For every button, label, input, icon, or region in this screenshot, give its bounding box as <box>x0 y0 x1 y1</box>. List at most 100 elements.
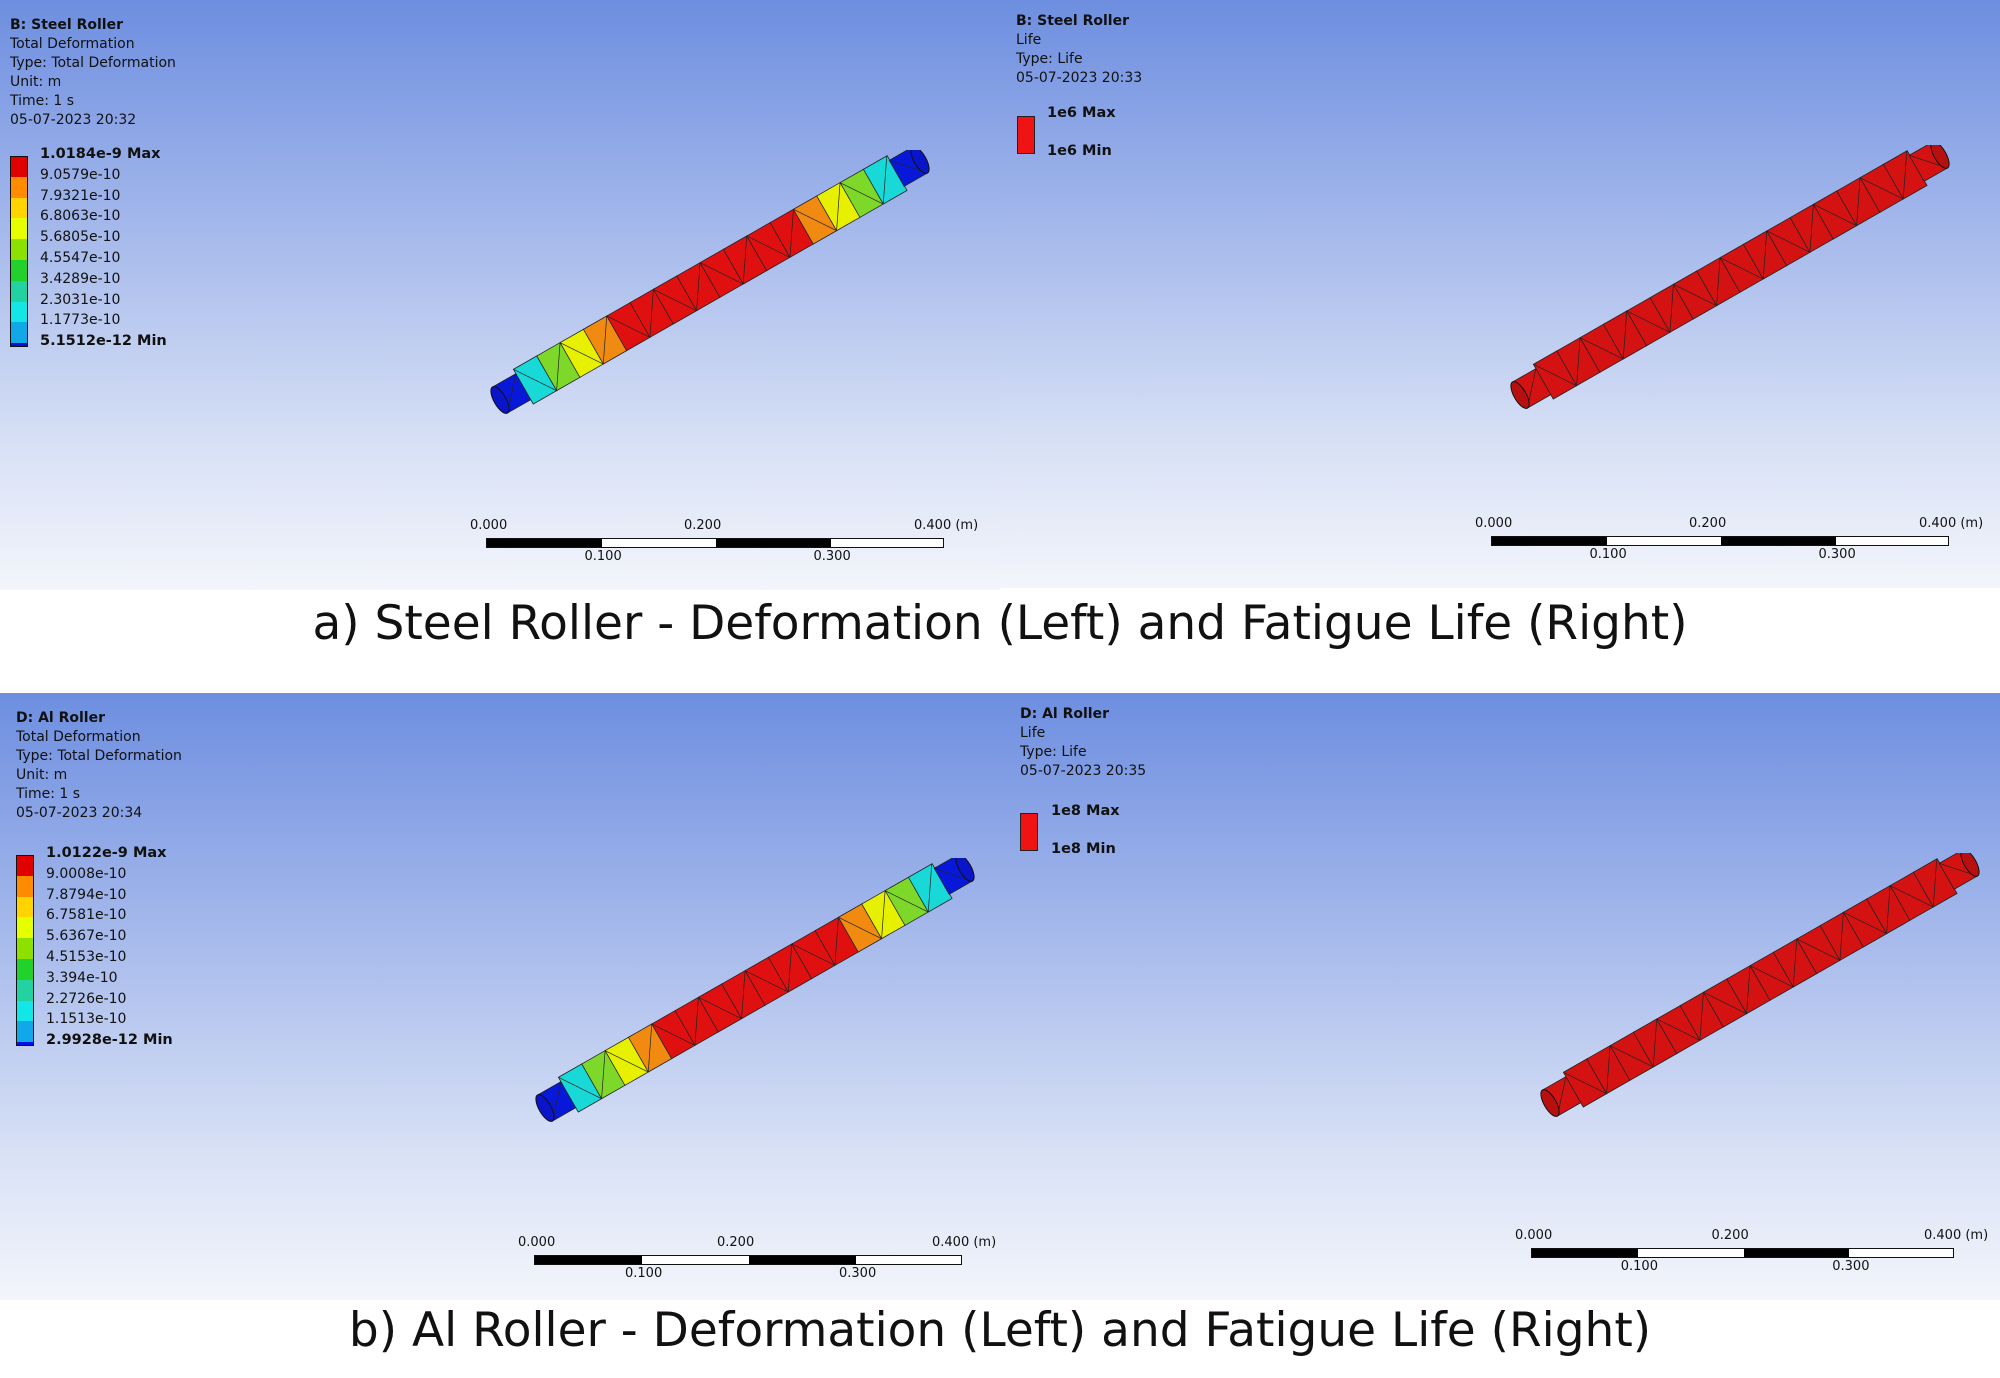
mesh-edge <box>1669 284 1674 333</box>
legend-label: 2.9928e-12 Min <box>46 1032 173 1049</box>
legend-label: 7.8794e-10 <box>46 886 127 903</box>
scale-tick-label: 0.300 <box>1832 1259 1870 1274</box>
legend-max-label: 1e8 Max <box>1051 803 1120 819</box>
legend-swatch <box>16 896 34 918</box>
legend-swatch <box>16 1042 34 1047</box>
mesh-edge <box>696 262 701 311</box>
mesh-edge <box>602 315 608 365</box>
scale-bar: 0.000 0.200 0.400 (m) 0.100 0.300 <box>1515 1228 2000 1278</box>
result-title: D: Al Roller <box>16 710 105 726</box>
legend-min-label: 1e6 Min <box>1047 143 1112 159</box>
mesh-edge <box>791 943 836 966</box>
scale-tick-label: 0.200 <box>1711 1228 1749 1243</box>
mesh-edge <box>1889 885 1934 908</box>
mesh-edge <box>1902 150 1908 200</box>
scale-segment <box>749 1256 856 1264</box>
scale-tick-label: 0.300 <box>1818 547 1856 562</box>
legend-label: 1.0122e-9 Max <box>46 845 167 861</box>
mesh-edge <box>1809 204 1814 253</box>
mesh-edge <box>1932 858 1938 908</box>
legend-swatch <box>10 239 28 260</box>
mesh-edge <box>742 235 748 285</box>
shaft-end-right <box>1960 853 1980 877</box>
result-info-line: Type: Total Deformation <box>10 55 176 71</box>
mesh-edge <box>1563 1071 1607 1095</box>
legend-label: 5.1512e-12 Min <box>40 333 167 350</box>
roller-shaft-model[interactable] <box>525 858 985 1148</box>
mesh-edge <box>647 1023 653 1073</box>
al-deformation-viewport: D: Al Roller Total Deformation Type: Tot… <box>0 693 1010 1300</box>
legend-swatch <box>16 938 34 959</box>
legend-swatch <box>10 197 28 219</box>
mesh-edge <box>1839 912 1844 961</box>
mesh-edge <box>1859 177 1904 200</box>
caption-al: b) Al Roller - Deformation (Left) and Fa… <box>348 1303 1652 1358</box>
mesh-edge <box>653 288 697 312</box>
legend-swatch <box>16 875 34 897</box>
scale-bar-graphic <box>1491 536 1949 546</box>
scale-tick-label: 0.300 <box>839 1266 877 1281</box>
legend-swatch <box>10 218 28 240</box>
mesh-edge <box>1762 230 1768 280</box>
shaft-end-left <box>535 1094 555 1122</box>
mesh-edge <box>1533 363 1577 387</box>
legend-label: 9.0008e-10 <box>46 865 127 882</box>
legend-label: 2.2726e-10 <box>46 990 127 1007</box>
scale-tick-label: 0.000 <box>1475 516 1513 531</box>
scale-bar-graphic <box>534 1255 962 1265</box>
mesh-edge <box>1716 257 1721 306</box>
life-legend-swatch <box>1020 813 1038 851</box>
mesh-edge <box>1576 337 1581 386</box>
scale-segment <box>1721 537 1836 545</box>
scale-segment <box>716 539 831 547</box>
scale-tick-label: 0.300 <box>813 549 851 564</box>
shaft-end-right <box>910 150 930 174</box>
scale-tick-label: 0.100 <box>1620 1259 1658 1274</box>
steel-life-viewport: B: Steel Roller Life Type: Life 05-07-20… <box>1000 0 2000 588</box>
scale-segment <box>487 539 602 547</box>
mesh-edge <box>1886 885 1891 934</box>
mesh-edge <box>649 289 654 338</box>
mesh-edge <box>839 182 884 205</box>
legend-label: 6.8063e-10 <box>40 208 121 225</box>
roller-shaft-model[interactable] <box>1530 853 1990 1143</box>
result-title: B: Steel Roller <box>10 17 123 33</box>
mesh-edge <box>838 916 882 940</box>
result-info-line: 05-07-2023 20:35 <box>1020 763 1147 779</box>
mesh-edge <box>651 1023 696 1046</box>
scale-tick-label: 0.400 (m) <box>1919 516 1984 531</box>
scale-bar: 0.000 0.200 0.400 (m) 0.100 0.300 <box>1475 516 1995 566</box>
legend-label: 4.5547e-10 <box>40 249 121 266</box>
legend-swatch <box>16 958 34 980</box>
legend-min-label: 1e8 Min <box>1051 841 1116 857</box>
legend-swatch <box>16 1000 34 1022</box>
steel-deformation-viewport: B: Steel Roller Total Deformation Type: … <box>0 0 1000 590</box>
scale-bar-graphic <box>486 538 944 548</box>
result-info-line: 05-07-2023 20:34 <box>16 805 143 821</box>
legend-label: 1.1773e-10 <box>40 312 121 329</box>
mesh-edge <box>604 1050 649 1073</box>
legend-label: 5.6367e-10 <box>46 928 127 945</box>
mesh-edge <box>746 235 791 258</box>
mesh-edge <box>1609 1045 1654 1068</box>
mesh-edge <box>744 970 789 993</box>
shaft-body <box>1540 853 1980 1117</box>
result-info: D: Al Roller Total Deformation Type: Tot… <box>16 709 182 823</box>
scale-segment <box>535 1256 642 1264</box>
shaft-end-right <box>1930 145 1950 169</box>
shaft-body <box>490 150 930 414</box>
legend-swatch <box>10 322 28 344</box>
scale-segment <box>1492 537 1607 545</box>
mesh-edge <box>1843 911 1887 935</box>
scale-tick-label: 0.100 <box>625 1266 663 1281</box>
roller-shaft-model[interactable] <box>480 150 940 440</box>
shaft-end-right <box>955 858 975 882</box>
shaft-end-left <box>1540 1089 1560 1117</box>
result-info-line: Time: 1 s <box>10 93 75 109</box>
roller-shaft-model[interactable] <box>1500 145 1960 435</box>
legend-swatch <box>16 855 34 876</box>
mesh-edge <box>881 890 886 939</box>
scale-tick-label: 0.200 <box>684 518 722 533</box>
legend-swatch <box>16 917 34 939</box>
scale-tick-label: 0.000 <box>518 1235 556 1250</box>
